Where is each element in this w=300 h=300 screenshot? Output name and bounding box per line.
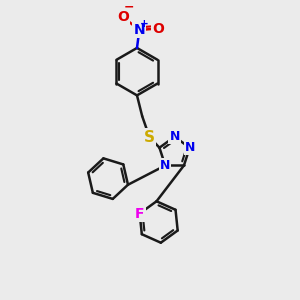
Text: +: + xyxy=(140,19,149,29)
Text: N: N xyxy=(160,159,170,172)
Text: S: S xyxy=(144,130,155,145)
Text: O: O xyxy=(118,10,129,24)
Text: N: N xyxy=(184,141,195,154)
Text: N: N xyxy=(169,130,180,143)
Text: O: O xyxy=(152,22,164,36)
Text: −: − xyxy=(124,1,134,14)
Text: N: N xyxy=(134,23,145,37)
Text: F: F xyxy=(135,206,144,220)
